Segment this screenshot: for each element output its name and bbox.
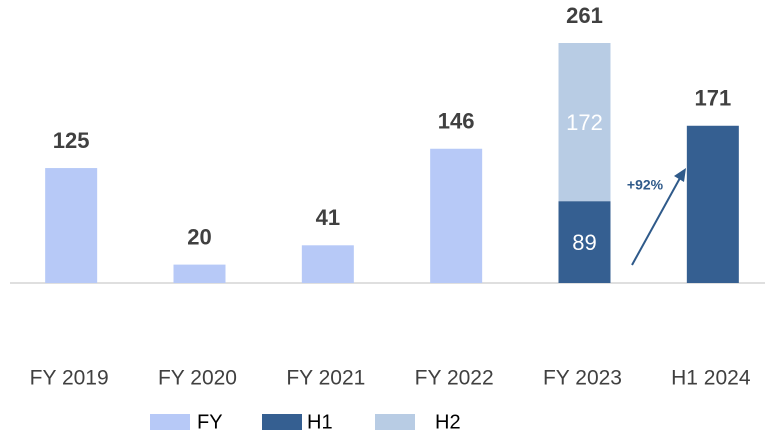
bar [173,264,226,283]
bar [430,148,483,283]
x-tick-label: H1 2024 [671,367,751,390]
segment-label: 89 [572,230,596,255]
total-label: 146 [438,109,475,134]
growth-arrow [631,177,681,266]
total-label: 261 [566,3,603,28]
total-label: 41 [316,205,340,230]
legend-swatch [375,414,415,430]
legend-label: H2 [435,411,461,433]
legend-swatch [262,414,302,430]
x-tick-label: FY 2023 [543,367,622,390]
bar [558,43,611,202]
bar [45,168,98,283]
x-tick-label: FY 2021 [286,367,365,390]
legend-label: FY [197,411,223,433]
x-tick-label: FY 2020 [158,367,237,390]
total-label: 171 [694,86,731,111]
arrow-head [674,168,686,182]
total-label: 20 [187,224,211,249]
segment-label: 172 [566,110,603,135]
bar [301,245,354,283]
annotation: +92% [627,177,664,193]
bar [558,201,611,283]
legend-label: H1 [307,411,333,433]
x-tick-label: FY 2019 [30,367,109,390]
total-label: 125 [53,128,90,153]
bar [686,125,739,283]
x-tick-label: FY 2022 [415,367,494,390]
legend-swatch [150,414,190,430]
